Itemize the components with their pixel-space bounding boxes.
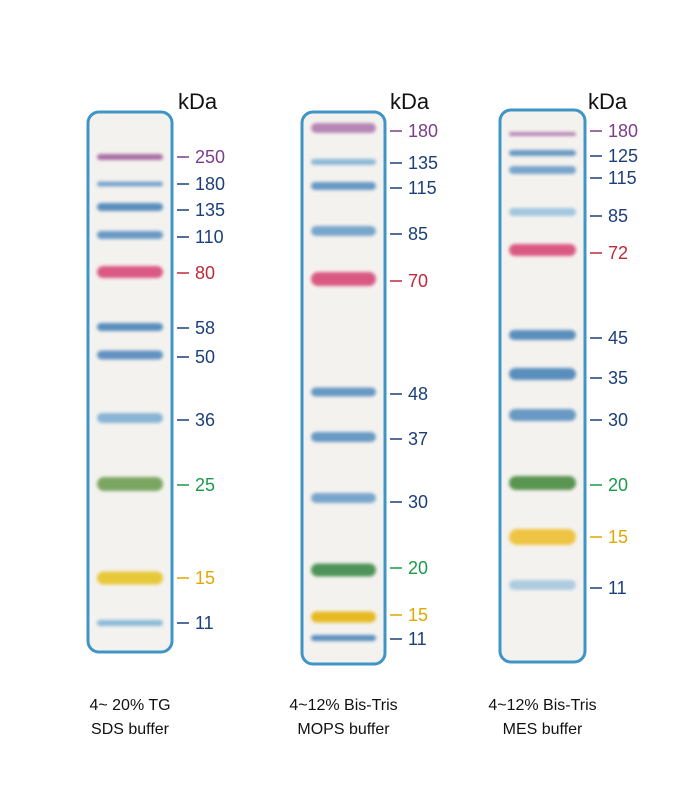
band <box>311 635 376 641</box>
lane-caption: SDS buffer <box>91 721 170 738</box>
lane-caption: MOPS buffer <box>297 721 390 738</box>
band-label: 110 <box>195 227 224 247</box>
band <box>311 226 376 236</box>
band-label: 35 <box>608 368 628 388</box>
band <box>97 231 163 239</box>
band <box>97 323 163 331</box>
band-label: 180 <box>608 121 638 141</box>
band <box>311 159 376 165</box>
unit-label: kDa <box>390 89 430 114</box>
gel-lane <box>498 108 587 664</box>
band <box>509 208 576 216</box>
band <box>311 493 376 503</box>
band-label: 15 <box>195 568 215 588</box>
band <box>509 244 576 256</box>
band-label: 125 <box>608 146 638 166</box>
lane-caption: MES buffer <box>503 721 583 738</box>
band <box>311 387 376 397</box>
band <box>311 123 376 133</box>
band-label: 85 <box>608 206 628 226</box>
band <box>97 413 163 423</box>
band-label: 25 <box>195 475 215 495</box>
band-label: 30 <box>608 410 628 430</box>
band <box>97 477 163 491</box>
band-label: 45 <box>608 328 628 348</box>
band <box>509 580 576 590</box>
band <box>97 266 163 278</box>
band-label: 48 <box>408 384 428 404</box>
band <box>509 166 576 174</box>
band-label: 20 <box>408 558 428 578</box>
band <box>509 476 576 490</box>
band <box>509 409 576 421</box>
band <box>97 571 163 585</box>
band-label: 115 <box>408 178 437 198</box>
band <box>311 182 376 190</box>
lane-caption: 4~ 20% TG <box>89 697 170 714</box>
band <box>509 132 576 136</box>
lane: kDa 180 135 115 85 70 48 37 30 20 15 11 4~12% Bis-Tr… <box>289 89 438 738</box>
gel-lane <box>86 110 174 654</box>
band-label: 250 <box>195 147 225 167</box>
band <box>509 368 576 380</box>
band-label: 72 <box>608 243 628 263</box>
band-label: 115 <box>608 168 637 188</box>
band-label: 80 <box>195 263 215 283</box>
band <box>97 620 163 626</box>
band-label: 36 <box>195 410 215 430</box>
unit-label: kDa <box>178 89 218 114</box>
band-label: 37 <box>408 429 428 449</box>
band <box>311 611 376 623</box>
band-label: 11 <box>608 578 627 598</box>
band <box>97 181 163 187</box>
band-label: 50 <box>195 347 215 367</box>
band <box>97 350 163 360</box>
band <box>311 432 376 442</box>
band-label: 20 <box>608 475 628 495</box>
band-label: 85 <box>408 224 428 244</box>
band <box>509 529 576 545</box>
band-label: 15 <box>608 527 628 547</box>
band-label: 180 <box>195 174 225 194</box>
band <box>509 150 576 156</box>
band-label: 58 <box>195 318 215 338</box>
band-label: 30 <box>408 492 428 512</box>
band-label: 11 <box>408 629 427 649</box>
band-label: 11 <box>195 613 214 633</box>
lane-caption: 4~12% Bis-Tris <box>289 697 397 714</box>
band <box>97 154 163 160</box>
band-label: 135 <box>408 153 438 173</box>
band <box>97 203 163 211</box>
band <box>311 563 376 577</box>
unit-label: kDa <box>588 89 628 114</box>
band-label: 15 <box>408 605 428 625</box>
band-label: 135 <box>195 200 225 220</box>
band <box>509 330 576 340</box>
lane-caption: 4~12% Bis-Tris <box>488 697 596 714</box>
band-label: 70 <box>408 271 428 291</box>
band-label: 180 <box>408 121 438 141</box>
band <box>311 272 376 286</box>
lane: kDa 250 180 135 110 80 58 50 36 25 15 11 4~ 20% TG SD… <box>86 89 225 738</box>
